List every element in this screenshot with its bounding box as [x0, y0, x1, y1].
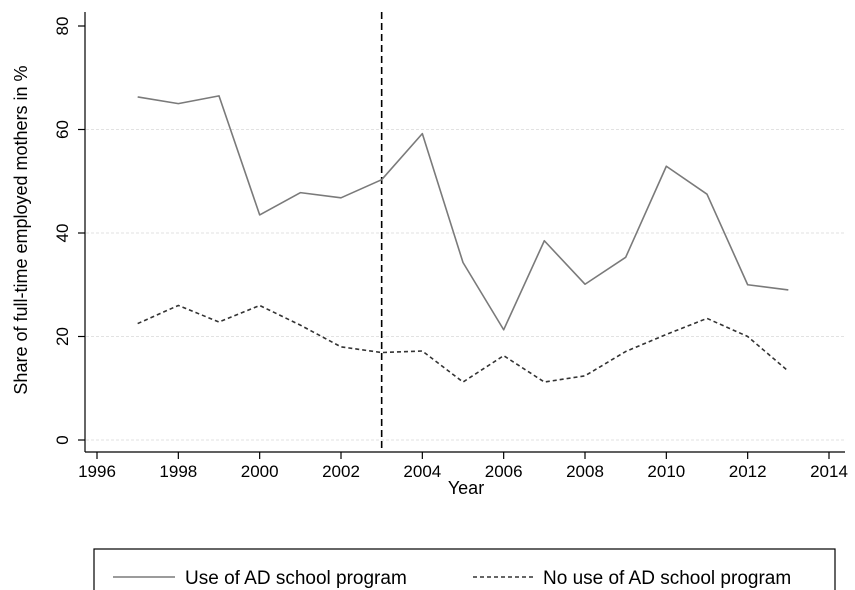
gridlines	[86, 129, 845, 441]
y-tick-label: 40	[53, 224, 72, 243]
y-tick-label: 20	[53, 327, 72, 346]
y-tick-label: 60	[53, 120, 72, 139]
x-tick-label: 2008	[566, 462, 604, 481]
legend-label-no-use: No use of AD school program	[543, 568, 791, 589]
legend-label-use: Use of AD school program	[185, 568, 407, 589]
tick-layer: 0 20 40 60 80 1996 1998 2000 2002 2004 2006 2008 201…	[53, 17, 848, 481]
y-axis-title: Share of full-time employed mothers in %	[11, 65, 31, 394]
x-tick-label: 1996	[78, 462, 116, 481]
x-tick-label: 2002	[322, 462, 360, 481]
y-tick-label: 80	[53, 17, 72, 36]
legend-box	[93, 548, 836, 590]
y-tick-label: 0	[53, 435, 72, 444]
x-tick-label: 1998	[159, 462, 197, 481]
x-tick-label: 2006	[485, 462, 523, 481]
x-tick-label: 2014	[810, 462, 848, 481]
x-axis-title: Year	[448, 478, 484, 498]
legend: Use of AD school program No use of AD sc…	[93, 548, 836, 590]
axes	[84, 12, 845, 453]
x-tick-label: 2000	[241, 462, 279, 481]
x-tick-label: 2004	[403, 462, 441, 481]
x-tick-label: 2010	[647, 462, 685, 481]
series-layer	[137, 95, 789, 383]
x-tick-label: 2012	[729, 462, 767, 481]
series-line-1	[137, 304, 789, 383]
series-line-0	[137, 95, 789, 331]
